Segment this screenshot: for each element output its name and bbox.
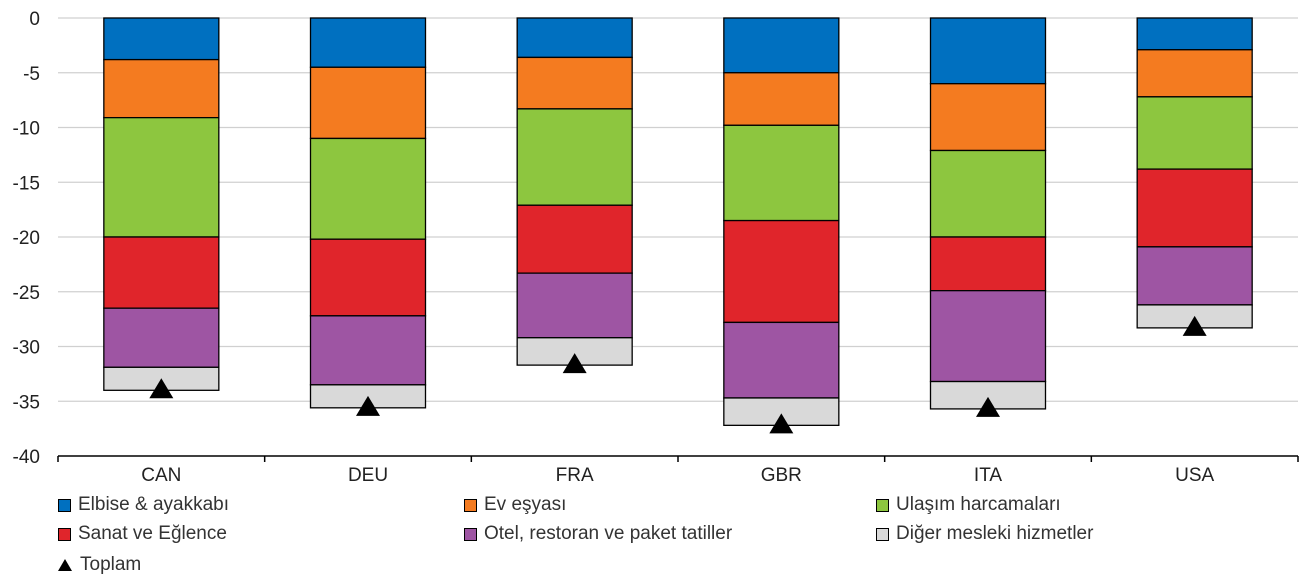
legend-label: Elbise & ayakkabı — [78, 494, 230, 515]
x-tick-label: GBR — [761, 465, 802, 486]
bar-segment — [929, 290, 1047, 383]
x-tick-label: USA — [1175, 465, 1214, 486]
legend-label: Diğer mesleki hizmetler — [896, 523, 1094, 544]
bar-segment — [723, 321, 840, 399]
total-marker — [1182, 315, 1207, 336]
legend-item-other-services: Diğer mesleki hizmetler — [876, 523, 1093, 545]
bar-segment — [309, 137, 427, 240]
bar-segment — [723, 219, 840, 324]
bar-segment — [103, 236, 220, 309]
bar-segment — [309, 17, 427, 68]
total-markers — [149, 315, 1207, 434]
total-marker — [976, 396, 1000, 417]
bar-segment — [309, 238, 427, 317]
bar-segment — [309, 315, 427, 386]
bar-segment — [1136, 17, 1253, 51]
x-tick-label: DEU — [348, 465, 388, 486]
bar-segment — [929, 83, 1047, 152]
bar-segment — [723, 17, 840, 74]
legend-label: Ev eşyası — [484, 494, 567, 515]
total-marker — [562, 353, 587, 374]
y-tick-label: -10 — [13, 119, 40, 140]
legend-swatch — [876, 527, 889, 541]
bar-segment — [516, 56, 633, 110]
y-tick-label: -35 — [13, 392, 40, 413]
bar-segment — [723, 124, 840, 222]
legend-item-clothing: Elbise & ayakkabı — [58, 494, 229, 516]
legend-item-transport: Ulaşım harcamaları — [876, 494, 1061, 516]
bar-segment — [929, 17, 1047, 85]
legend-swatch — [58, 527, 71, 541]
bar-segment — [516, 108, 633, 206]
x-axis: CAN DEU FRA GBR ITA USA — [57, 455, 1299, 486]
y-tick-label: -20 — [13, 228, 40, 249]
bar-segment — [103, 17, 220, 61]
bar-segment — [103, 58, 220, 119]
bar-segment — [516, 17, 633, 59]
legend-item-total: Toplam — [58, 554, 141, 576]
legend-item-household: Ev eşyası — [464, 494, 566, 516]
y-tick-label: -25 — [13, 283, 40, 304]
bar-segment — [103, 116, 220, 238]
bar-segments — [103, 17, 1253, 426]
total-marker — [149, 378, 174, 399]
total-marker — [769, 413, 794, 434]
bar-segment — [103, 307, 220, 368]
y-tick-label: -40 — [13, 447, 40, 468]
y-tick-label: -5 — [23, 64, 40, 85]
triangle-icon — [58, 559, 72, 571]
x-tick-label: CAN — [141, 465, 181, 486]
legend-label: Otel, restoran ve paket tatiller — [484, 523, 733, 544]
legend-swatch — [876, 498, 889, 512]
legend-label: Sanat ve Eğlence — [78, 523, 227, 544]
x-tick-label: ITA — [974, 465, 1002, 486]
bar-segment — [516, 204, 633, 274]
bar-segment — [929, 149, 1047, 238]
bar-segment — [309, 66, 427, 140]
x-tick-label: FRA — [556, 465, 594, 486]
legend-item-arts: Sanat ve Eğlence — [58, 523, 227, 545]
bar-segment — [1136, 96, 1253, 170]
legend-label: Ulaşım harcamaları — [896, 494, 1061, 515]
legend-swatch — [464, 527, 477, 541]
y-tick-label: -15 — [13, 173, 40, 194]
legend-swatch — [58, 498, 71, 512]
bar-segment — [1136, 49, 1253, 98]
legend-swatch — [464, 498, 477, 512]
bar-segment — [929, 236, 1047, 292]
legend-item-hotels: Otel, restoran ve paket tatiller — [464, 523, 732, 545]
gridlines — [58, 17, 1298, 402]
y-tick-label: -30 — [13, 338, 40, 359]
bar-segment — [1136, 168, 1253, 248]
stacked-bar-chart: 0 -5 -10 -15 -20 -25 -30 -35 -40 CAN DEU FRA GBR ITA… — [13, 9, 1299, 486]
bar-segment — [723, 72, 840, 126]
y-axis-ticks: 0 -5 -10 -15 -20 -25 -30 -35 -40 — [13, 9, 40, 468]
bar-segment — [516, 272, 633, 339]
y-tick-label: 0 — [29, 9, 40, 30]
legend-label: Toplam — [80, 554, 142, 575]
bar-segment — [1136, 246, 1253, 306]
total-marker — [356, 395, 380, 416]
